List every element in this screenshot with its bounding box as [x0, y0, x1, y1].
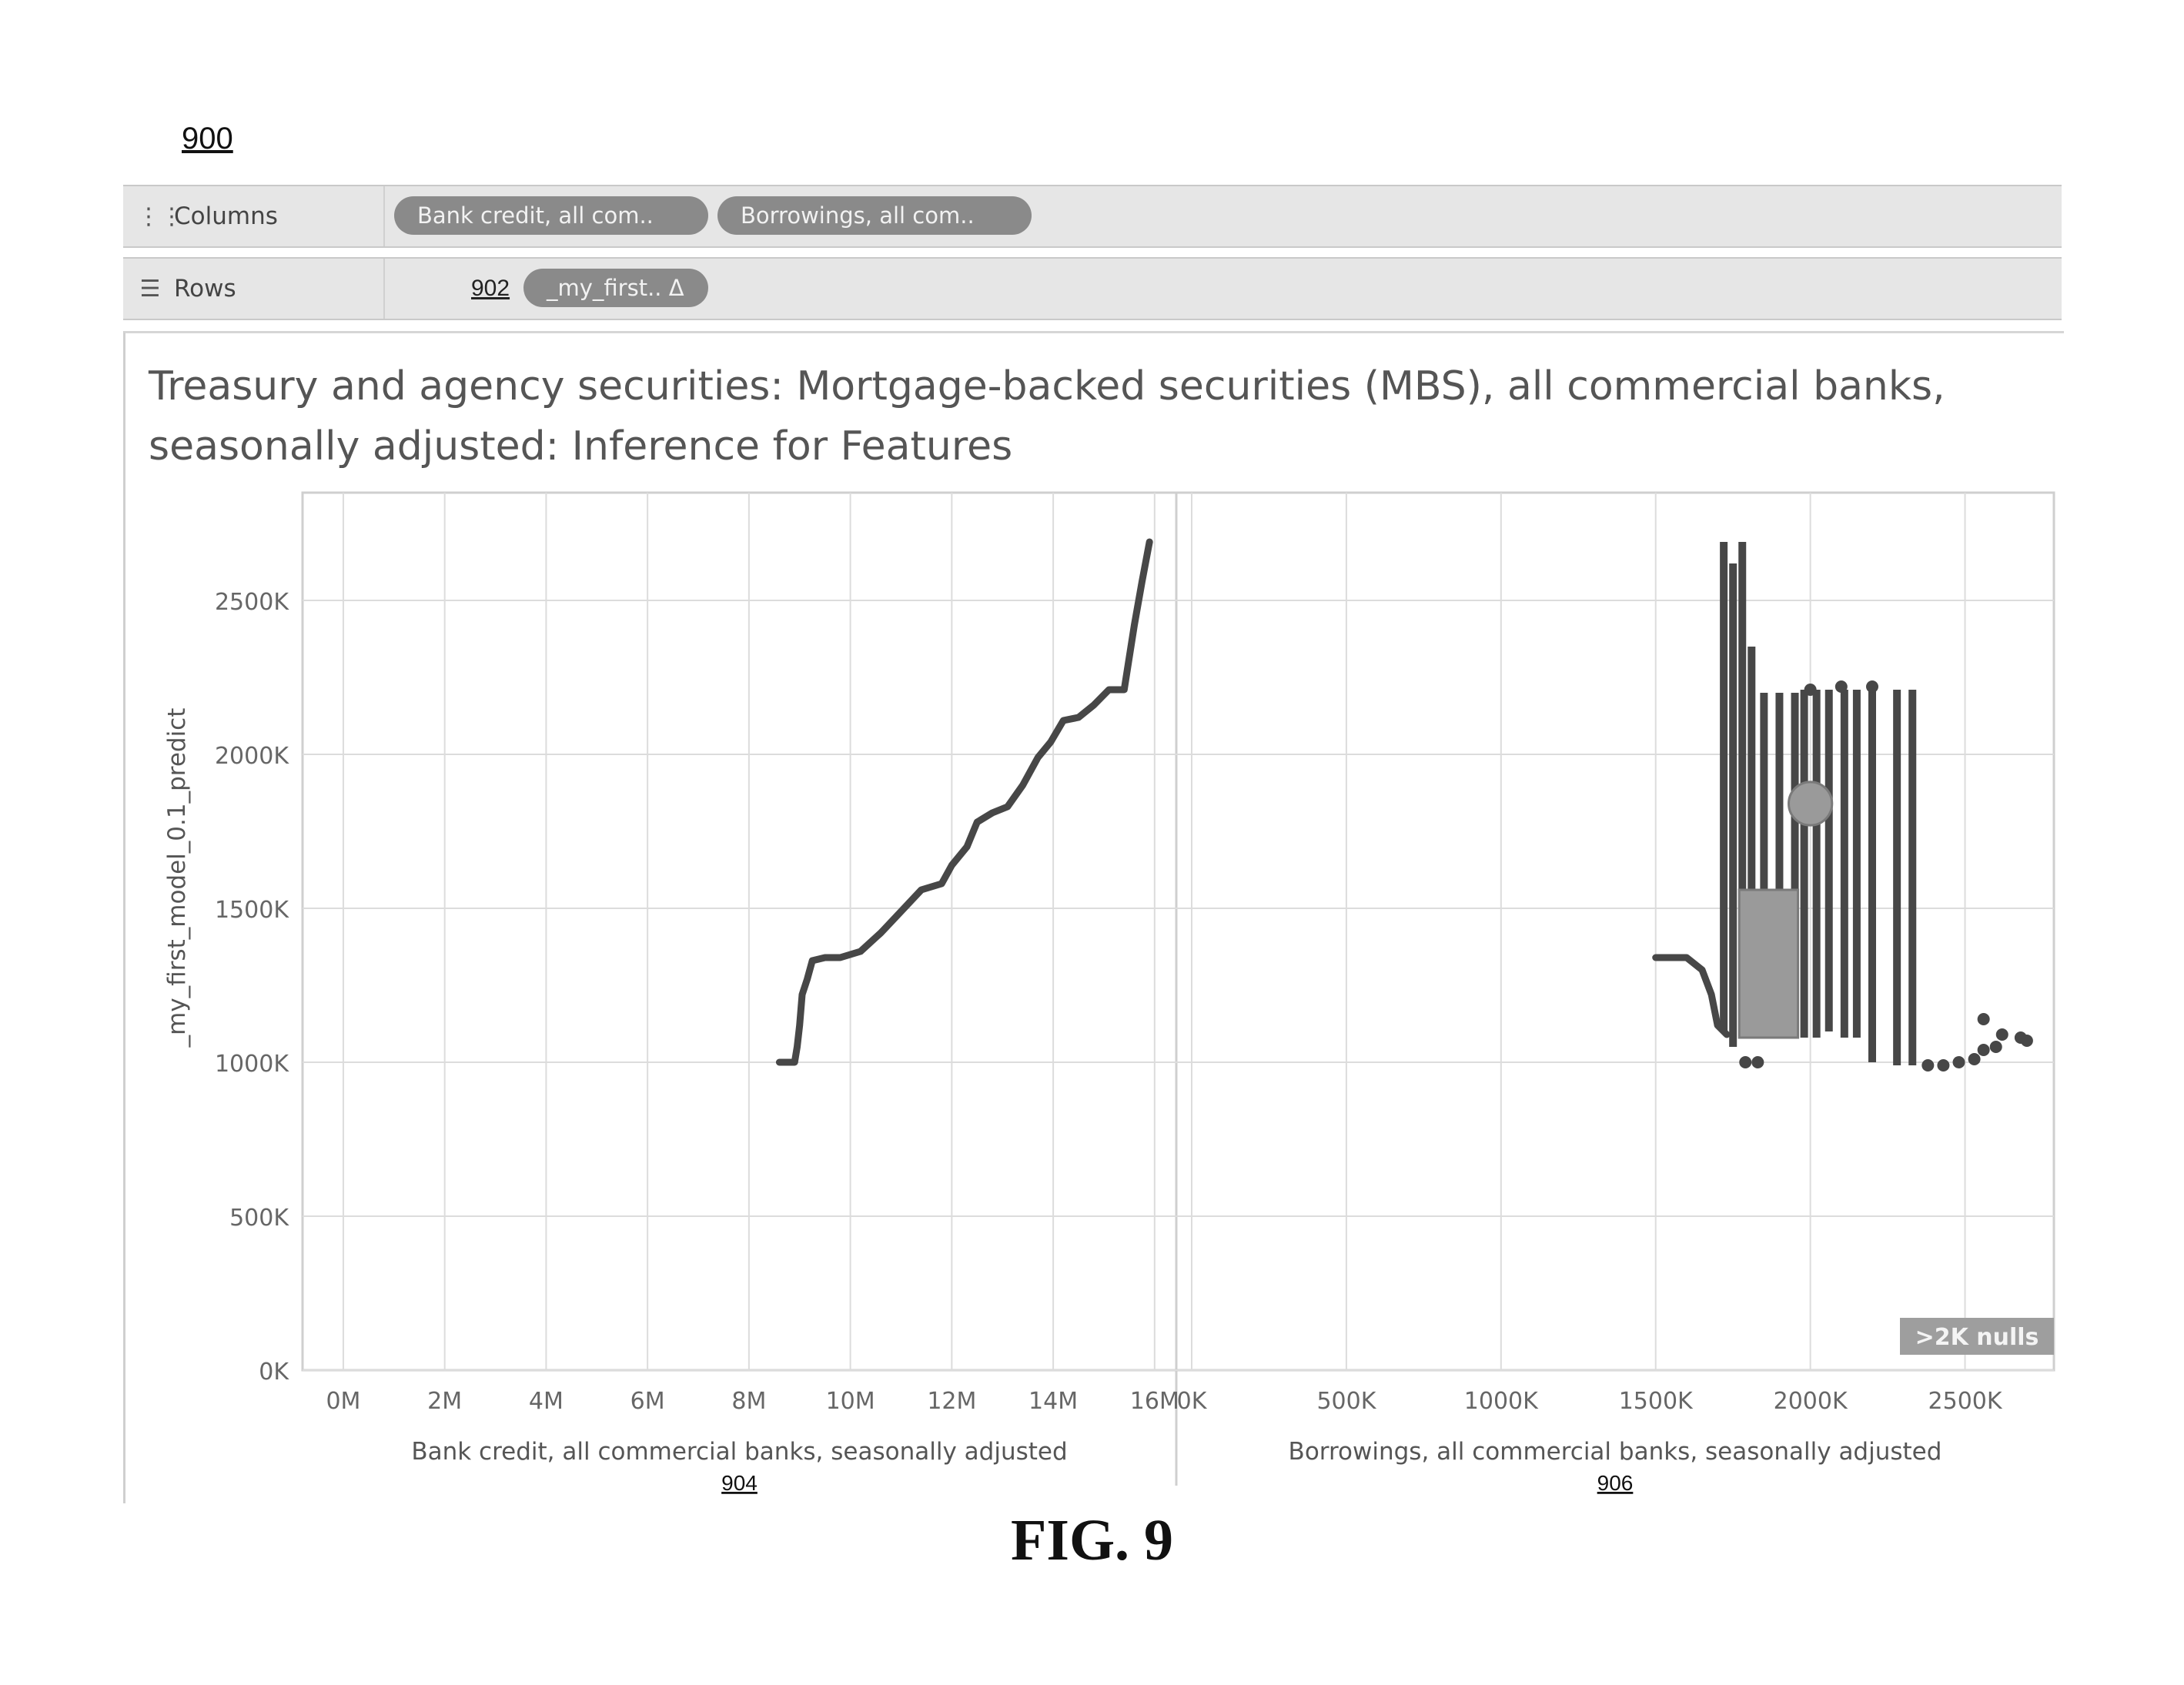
- x-tick-label: 500K: [1316, 1388, 1376, 1415]
- reference-904: 904: [721, 1471, 758, 1495]
- nulls-badge-label: >2K nulls: [1915, 1324, 2039, 1351]
- x-tick-label: 14M: [1028, 1388, 1078, 1415]
- x-axis-label: Bank credit, all commercial banks, seaso…: [411, 1438, 1067, 1466]
- nulls-badge: [1900, 1318, 2054, 1355]
- x-tick-label: 2000K: [1774, 1388, 1848, 1415]
- figure-caption: FIG. 9: [1010, 1508, 1174, 1573]
- data-point: [1937, 1059, 1950, 1072]
- x-tick-label: 4M: [529, 1388, 564, 1415]
- x-tick-label: 0M: [326, 1388, 360, 1415]
- columns-shelf[interactable]: ⋮⋮ Columns Bank credit, all com.. Borrow…: [123, 185, 2062, 248]
- x-axis-label: Borrowings, all commercial banks, season…: [1289, 1438, 1942, 1466]
- chart-title: Treasury and agency securities: Mortgage…: [149, 363, 1945, 470]
- x-tick-label: 6M: [630, 1388, 665, 1415]
- data-point: [1989, 1041, 2002, 1053]
- bank-credit-pill[interactable]: Bank credit, all com..: [394, 196, 708, 235]
- y-tick-label: 0K: [259, 1359, 289, 1386]
- figure-number: 900: [182, 122, 233, 155]
- data-point: [1751, 1056, 1764, 1068]
- y-tick-label: 1500K: [215, 897, 289, 924]
- y-tick-label: 500K: [229, 1205, 289, 1232]
- rows-label: Rows: [174, 275, 236, 303]
- chart-frame: Treasury and agency securities: Mortgage…: [123, 331, 2064, 1503]
- y-axis-label: _my_first_model_0.1_predict: [163, 708, 191, 1048]
- reference-902: 902: [471, 276, 510, 301]
- data-point: [1977, 1013, 1990, 1025]
- x-tick-label: 16M: [1130, 1388, 1179, 1415]
- x-tick-label: 0K: [1177, 1388, 1208, 1415]
- y-tick-label: 1000K: [215, 1051, 289, 1078]
- rows-shelf-label: ☰ Rows: [137, 259, 385, 319]
- y-tick-label: 2500K: [215, 589, 289, 616]
- x-tick-label: 8M: [731, 1388, 766, 1415]
- series-line: [1652, 954, 1731, 1038]
- data-point: [1804, 684, 1817, 696]
- borrowings-pill[interactable]: Borrowings, all com..: [717, 196, 1032, 235]
- data-point: [2020, 1035, 2033, 1047]
- x-tick-label: 2500K: [1928, 1388, 2003, 1415]
- x-tick-label: 1500K: [1619, 1388, 1694, 1415]
- x-tick-label: 12M: [927, 1388, 976, 1415]
- rows-shelf[interactable]: ☰ Rows 902 _my_first.. Δ: [123, 257, 2062, 320]
- data-point: [1866, 680, 1878, 693]
- prediction-pill[interactable]: _my_first.. Δ: [523, 269, 708, 307]
- x-tick-label: 10M: [826, 1388, 875, 1415]
- data-point: [1995, 1028, 2008, 1041]
- data-point: [1952, 1056, 1965, 1068]
- columns-label: Columns: [174, 202, 278, 230]
- series-line: [775, 538, 1153, 1066]
- rows-icon: ☰: [139, 275, 161, 303]
- reference-906: 906: [1597, 1471, 1634, 1495]
- data-point: [1921, 1059, 1935, 1072]
- data-circle: [1788, 781, 1834, 827]
- x-tick-label: 1000K: [1464, 1388, 1539, 1415]
- columns-shelf-label: ⋮⋮ Columns: [137, 186, 385, 246]
- data-point: [1834, 680, 1848, 693]
- data-box: [1738, 888, 1800, 1039]
- data-point: [1977, 1044, 1990, 1056]
- data-point: [1968, 1053, 1981, 1065]
- x-tick-label: 2M: [427, 1388, 462, 1415]
- y-tick-label: 2000K: [215, 743, 289, 770]
- data-point: [1739, 1056, 1752, 1068]
